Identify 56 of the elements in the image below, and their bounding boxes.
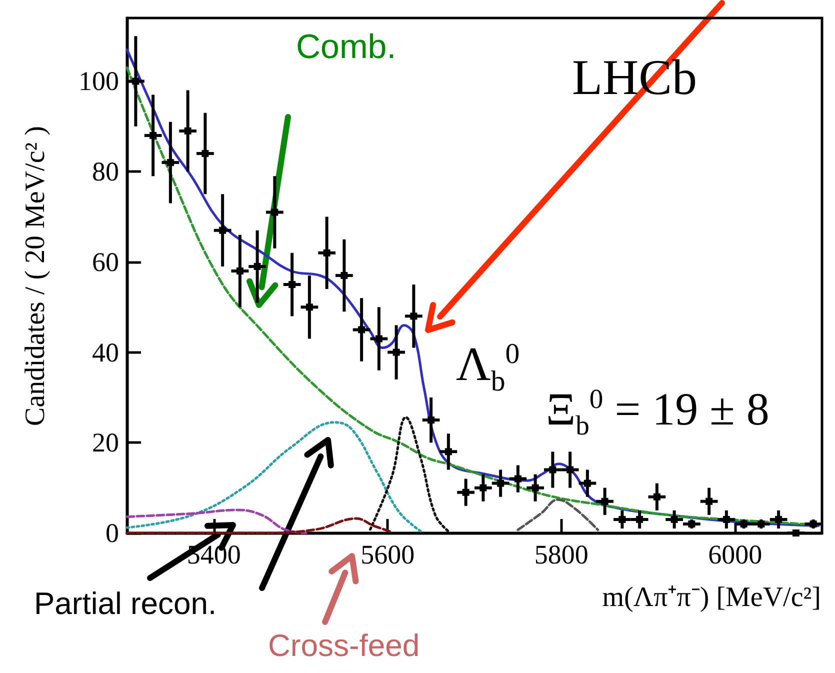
point [410, 312, 418, 320]
point [584, 480, 591, 487]
point [497, 480, 504, 487]
point [150, 132, 157, 139]
point [340, 272, 348, 279]
point [444, 448, 452, 456]
annotation: Comb. [296, 28, 396, 66]
point [166, 159, 174, 166]
point [549, 466, 556, 474]
point [184, 127, 192, 134]
line-series [516, 498, 600, 532]
point [202, 150, 209, 158]
point [392, 348, 400, 356]
point [219, 226, 226, 234]
point [288, 281, 296, 288]
x-tick-label: 6000 [708, 540, 762, 570]
text: Cross-feed [268, 628, 420, 663]
point [566, 466, 574, 474]
line-series [126, 517, 394, 534]
y-tick-label: 20 [92, 428, 119, 458]
point [618, 516, 626, 523]
point [236, 267, 244, 274]
x-tick-label: 5600 [360, 540, 415, 570]
annotation: Ξ$_{b}$$^{0}$ = 19 ± 8 [546, 383, 770, 441]
point [601, 498, 608, 505]
point [306, 304, 313, 311]
line-series [369, 416, 451, 534]
point [706, 498, 713, 505]
point [462, 488, 470, 496]
point [358, 326, 366, 334]
text: Partial recon. [34, 586, 217, 621]
point [722, 516, 730, 523]
point [514, 475, 522, 482]
y-tick-label: 40 [92, 337, 119, 368]
y-tick-label: 60 [92, 246, 119, 277]
point [480, 484, 487, 492]
y-tick-label: 100 [78, 66, 119, 96]
line-series [126, 421, 422, 532]
point [132, 78, 140, 85]
line-series [126, 508, 308, 534]
y-tick-label: 0 [106, 518, 119, 548]
point [653, 493, 660, 500]
y-axis-title: Candidates / ( 20 MeV/c² ) [20, 126, 52, 426]
point [636, 516, 644, 523]
x-axis-title: m(Λπ⁺π⁻) [MeV/c²] [602, 582, 821, 613]
point [428, 416, 435, 424]
point [254, 262, 261, 270]
x-tick-label: 5800 [534, 540, 588, 570]
point [271, 208, 278, 216]
point [775, 516, 782, 523]
point [792, 530, 800, 536]
point [323, 249, 330, 256]
point [375, 335, 382, 342]
point [670, 516, 678, 523]
point [532, 484, 539, 492]
y-tick-label: 80 [92, 156, 119, 187]
